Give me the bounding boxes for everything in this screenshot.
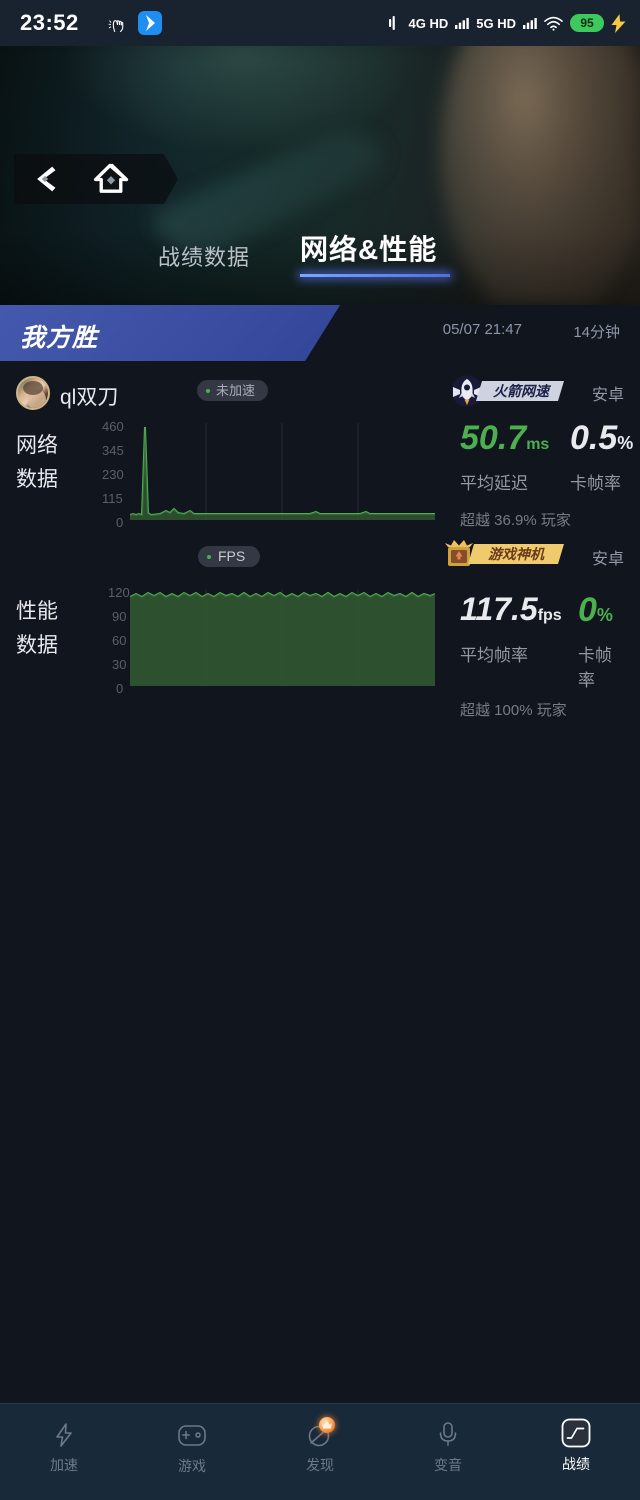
svg-text:游戏神机: 游戏神机: [488, 546, 545, 562]
svg-text:火箭网速: 火箭网速: [493, 383, 552, 399]
